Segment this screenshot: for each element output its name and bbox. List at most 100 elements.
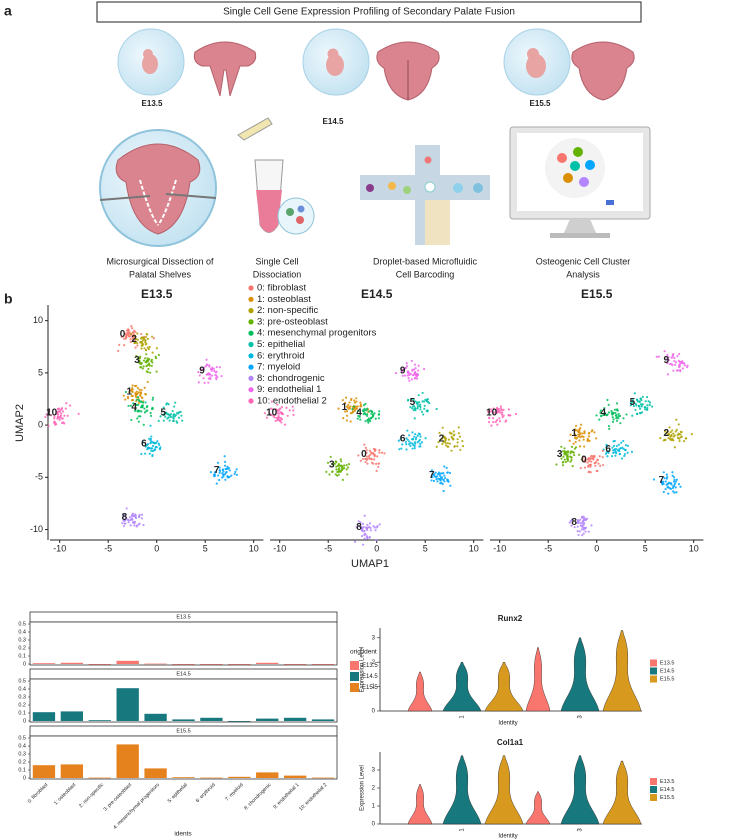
cell-point	[378, 410, 381, 413]
cell-point	[575, 429, 579, 432]
cell-point	[338, 467, 341, 470]
legend-swatch	[650, 778, 657, 785]
cell-point	[607, 403, 610, 406]
cell-point	[671, 355, 674, 358]
bar	[60, 662, 84, 664]
cell-point	[586, 461, 589, 464]
cell-point	[570, 445, 574, 448]
cell-point	[363, 407, 366, 410]
cell-point	[590, 524, 593, 527]
legend-label: E15.5	[660, 795, 674, 801]
cell-point	[139, 400, 143, 403]
cell-point	[500, 413, 504, 416]
cell-point	[498, 420, 502, 423]
cell-point	[207, 372, 211, 375]
x-tick-label: 3	[578, 828, 584, 832]
cell-point	[66, 414, 69, 417]
cluster-cloud	[394, 359, 426, 382]
cell-point	[123, 333, 126, 336]
cell-point	[364, 446, 367, 449]
cell-point	[417, 364, 420, 367]
bar	[228, 721, 251, 722]
x-tick-label: 10: endothelial 2	[298, 782, 328, 812]
cell-point	[501, 411, 504, 414]
cell-point	[377, 465, 380, 468]
cell-point	[343, 467, 346, 470]
cell-point	[577, 433, 580, 436]
cell-point	[578, 433, 582, 436]
cell-point	[678, 437, 681, 440]
cell-point	[350, 397, 353, 401]
cell-point	[120, 335, 123, 338]
cell-point	[153, 449, 156, 452]
cell-point	[441, 472, 444, 475]
cell-point	[643, 406, 647, 409]
panel-title: Single Cell Gene Expression Profiling of…	[223, 7, 515, 18]
cell-point	[383, 452, 386, 455]
cell-point	[663, 477, 666, 480]
cell-point	[631, 398, 635, 402]
cluster-label: 4	[600, 407, 606, 418]
cell-point	[147, 447, 150, 450]
cell-point	[45, 413, 48, 416]
legend-label: E15.5	[362, 685, 378, 691]
legend-swatch	[248, 364, 254, 370]
cell-point	[611, 446, 614, 449]
cell-point	[225, 470, 228, 474]
cell-point	[569, 433, 572, 436]
cell-point	[218, 466, 221, 469]
cell-point	[611, 420, 615, 423]
cell-point	[581, 534, 584, 537]
cell-point	[339, 464, 342, 468]
cell-point	[587, 530, 590, 533]
cell-point	[278, 408, 281, 411]
cell-point	[595, 414, 598, 417]
cell-point	[444, 441, 447, 445]
y-tick-label: 1	[372, 804, 376, 810]
cell-point	[441, 478, 444, 481]
cell-point	[131, 384, 134, 387]
cluster-cloud	[486, 405, 518, 427]
cell-point	[566, 455, 570, 458]
cell-point	[492, 411, 495, 414]
x-tick-label: 2: non-specific	[78, 782, 105, 809]
cell-point	[505, 419, 508, 422]
cell-point	[408, 440, 411, 443]
cell-point	[135, 384, 138, 387]
cell-point	[141, 440, 144, 444]
cell-point	[129, 404, 133, 407]
cell-point	[209, 377, 212, 381]
cell-point	[625, 413, 628, 416]
cell-point	[416, 407, 419, 410]
cell-point	[672, 353, 675, 356]
y-tick-label: 0.2	[18, 759, 26, 765]
cell-point	[365, 455, 368, 458]
cell-point	[328, 473, 331, 476]
cell-point	[54, 422, 58, 426]
cell-point	[143, 386, 146, 389]
cell-point	[563, 458, 566, 461]
cell-point	[641, 395, 644, 398]
cell-point	[335, 465, 338, 468]
y-tick-label: -5	[35, 472, 43, 482]
cell-point	[498, 417, 501, 420]
cell-point	[635, 412, 639, 416]
cell-point	[681, 367, 684, 370]
cell-point	[345, 468, 348, 471]
legend-label: E14.5	[660, 787, 674, 793]
cell-point	[373, 453, 376, 456]
cell-point	[492, 421, 495, 424]
cluster-cloud	[629, 392, 654, 417]
cell-point	[410, 378, 414, 381]
cell-point	[413, 447, 416, 450]
cell-point	[613, 448, 617, 451]
cell-point	[126, 397, 130, 400]
cell-point	[604, 452, 608, 455]
cell-point	[128, 335, 131, 338]
cell-point	[573, 434, 577, 437]
axis-title: UMAP1	[351, 558, 389, 570]
cell-point	[366, 407, 369, 410]
cell-point	[450, 449, 453, 452]
cell-point	[270, 400, 274, 403]
cell-point	[44, 415, 47, 419]
